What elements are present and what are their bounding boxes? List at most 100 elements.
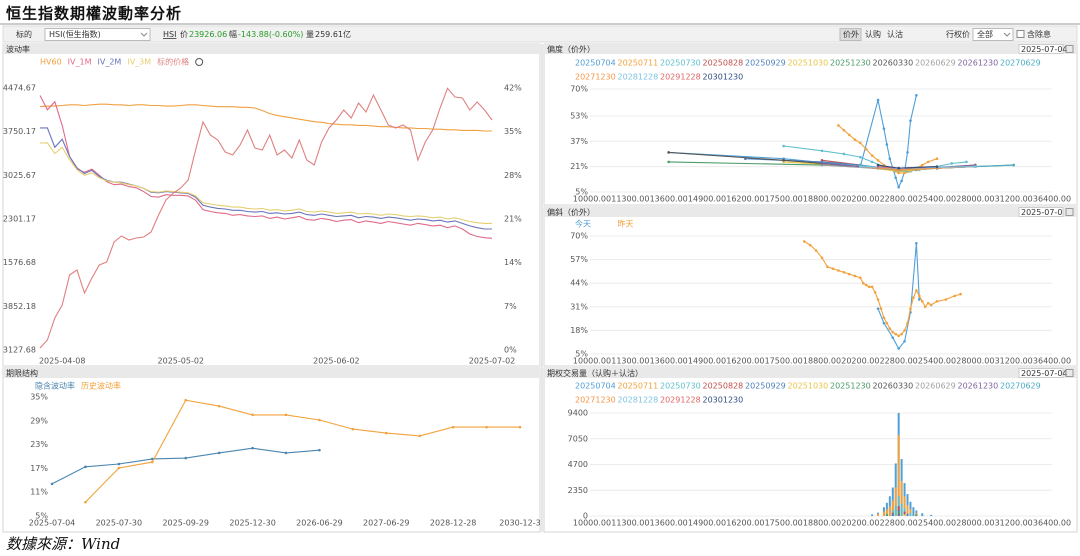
date-picker[interactable] <box>1018 207 1064 217</box>
calendar-icon <box>1065 208 1074 216</box>
y-tick-label: 29% <box>30 416 48 425</box>
y-tick-label: 1576.68 <box>3 258 36 267</box>
series-line <box>39 95 493 239</box>
date: 2025-07-0 <box>1021 208 1062 217</box>
bar <box>877 513 880 516</box>
point <box>885 321 889 325</box>
bar <box>894 487 897 516</box>
legend-item: 20250730 <box>660 59 701 68</box>
x-tick-label: 17500.00 <box>765 519 803 528</box>
point <box>897 166 900 170</box>
x-tick-label: 22800.00 <box>880 357 918 366</box>
legend-item: 20291228 <box>660 73 701 82</box>
point <box>897 334 900 338</box>
point <box>876 298 880 301</box>
point <box>853 274 857 278</box>
x-tick-label: 31200.00 <box>995 357 1033 366</box>
bar <box>906 513 909 516</box>
point <box>667 160 670 164</box>
y-tick-label: 28% <box>504 171 522 180</box>
y-tick-label: 35% <box>504 127 522 136</box>
bar <box>891 500 894 516</box>
point <box>150 460 154 464</box>
y-tick-label: 7% <box>504 302 517 311</box>
panel-title: 偏度（价外） <box>547 44 595 54</box>
x-tick-label: 2030-12-3 <box>499 519 540 528</box>
point <box>1012 163 1015 167</box>
point <box>929 303 933 307</box>
legend-item: 20271230 <box>575 73 616 82</box>
point <box>894 332 898 336</box>
point <box>837 269 840 272</box>
point <box>117 462 121 466</box>
point <box>50 482 54 486</box>
x-tick-label: 17500.00 <box>765 357 803 366</box>
x-tick-label: 18800.00 <box>803 357 841 366</box>
point <box>251 413 254 417</box>
tab-active[interactable] <box>839 28 862 41</box>
point <box>915 241 918 245</box>
legend-item: 20270629 <box>1000 59 1041 68</box>
series-line <box>39 103 492 132</box>
underlying-label: 标的 <box>16 29 32 39</box>
panel-header <box>3 368 540 378</box>
point <box>384 431 388 435</box>
strike-value: 全部 <box>977 29 993 39</box>
x-tick-label: 2025-07-02 <box>469 357 516 366</box>
panel-title: 期限结构 <box>6 368 38 378</box>
y-tick-label: 18% <box>570 326 588 335</box>
legend-item: 20250929 <box>745 382 786 391</box>
settings-icon[interactable] <box>195 58 204 66</box>
legend-item: 20251030 <box>788 59 829 68</box>
x-tick-label: 13600.00 <box>650 357 688 366</box>
x-tick-label: 13600.00 <box>650 519 688 528</box>
legend-item: 20250730 <box>660 382 701 391</box>
x-tick-label: 10000.00 <box>573 357 611 366</box>
point <box>897 185 900 189</box>
point <box>876 159 880 162</box>
point <box>864 147 868 151</box>
underlying-select[interactable] <box>44 28 151 41</box>
checkbox[interactable] <box>1016 30 1025 38</box>
point <box>217 451 221 455</box>
point <box>782 144 785 148</box>
x-tick-label: 20200.00 <box>841 195 879 204</box>
point <box>888 327 892 330</box>
tab[interactable]: 认购 <box>865 29 881 39</box>
x-tick-label: 11300.00 <box>611 195 649 204</box>
y-tick-label: 17% <box>30 464 48 473</box>
point <box>184 456 188 460</box>
point <box>873 290 877 294</box>
tab[interactable]: 认沽 <box>887 29 903 39</box>
chevron <box>140 32 148 37</box>
point <box>826 265 829 269</box>
point <box>920 163 924 167</box>
page-title: 恒生指数期權波動率分析 <box>6 5 182 23</box>
legend-item: IV_2M <box>98 58 122 67</box>
point <box>870 160 874 164</box>
y-tick-label: 3750.17 <box>3 127 36 136</box>
bar <box>888 506 891 516</box>
tab[interactable]: 价外 <box>843 29 859 39</box>
date-picker[interactable] <box>1018 368 1064 378</box>
point <box>848 272 851 276</box>
volume: 259.61亿 <box>315 29 351 39</box>
legend-item: HV60 <box>40 58 62 67</box>
legend-item: 20260629 <box>915 382 956 391</box>
x-tick-label: 25400.00 <box>918 195 956 204</box>
legend-item: 20281228 <box>618 73 659 82</box>
y-tick-label: 21% <box>504 215 522 224</box>
panel-header <box>544 368 1077 378</box>
date-picker[interactable] <box>1018 44 1064 54</box>
bar <box>900 480 903 516</box>
bar <box>921 513 924 516</box>
point <box>831 267 835 270</box>
code[interactable]: HSI <box>163 30 176 39</box>
strike-select[interactable] <box>972 28 1014 41</box>
date: 2025-07-04 <box>1021 369 1068 378</box>
x-tick-label: 25400.00 <box>918 357 956 366</box>
x-tick-label: 13600.00 <box>650 195 688 204</box>
price-label: 价 <box>180 30 188 39</box>
point <box>879 307 883 310</box>
